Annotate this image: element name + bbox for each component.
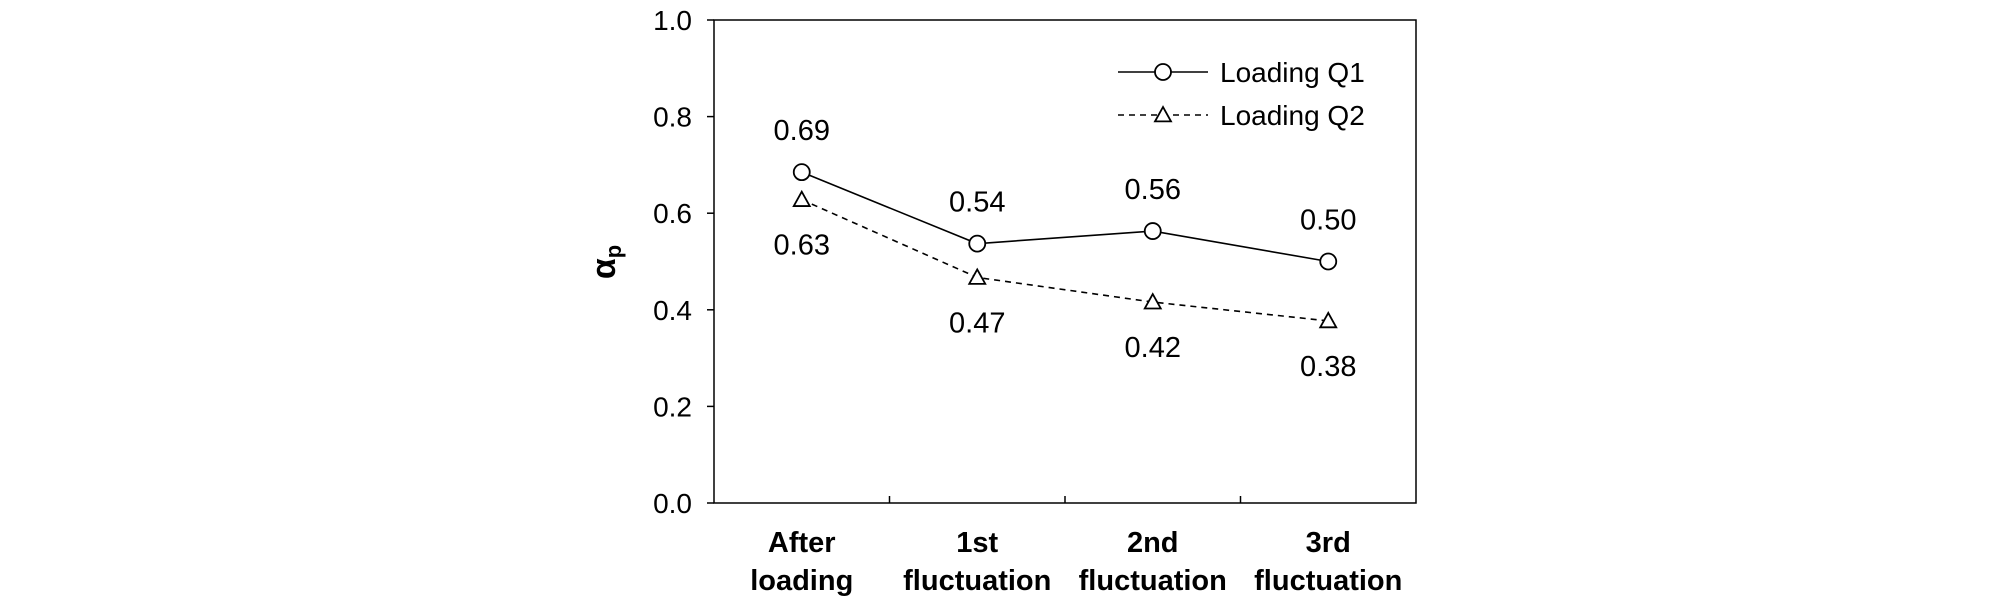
data-label: 0.42 — [1125, 332, 1181, 364]
y-axis-label: αp — [585, 245, 626, 279]
x-category-label: After loading — [750, 527, 853, 597]
y-tick-label: 1.0 — [653, 5, 692, 36]
y-tick-label: 0.8 — [653, 102, 692, 133]
legend-label: Loading Q1 — [1220, 57, 1365, 88]
x-category-label: 3rd fluctuation — [1254, 527, 1402, 597]
data-point — [1319, 252, 1338, 271]
legend-item: Loading Q1 — [1118, 57, 1365, 88]
y-tick-label: 0.0 — [653, 488, 692, 519]
data-point — [792, 163, 811, 182]
data-label: 0.69 — [774, 115, 830, 147]
data-label: 0.56 — [1125, 174, 1181, 206]
data-label: 0.47 — [949, 307, 1005, 339]
y-axis-label-text: αp — [585, 245, 626, 279]
x-category-label: 2nd fluctuation — [1079, 527, 1227, 597]
legend: Loading Q1 Loading Q2 — [1118, 57, 1365, 131]
data-label: 0.63 — [774, 230, 830, 262]
data-label: 0.38 — [1300, 351, 1356, 383]
data-label: 0.50 — [1300, 205, 1356, 237]
data-point — [1143, 292, 1163, 310]
y-axis-ticks: 0.0 0.2 0.4 0.6 0.8 1.0 — [653, 5, 714, 519]
y-tick-label: 0.2 — [653, 391, 692, 422]
data-point — [968, 234, 987, 253]
series-layer: 0.69 0.54 0.56 0.50 0.63 0.47 0.42 0.38 — [774, 115, 1357, 383]
data-point — [967, 267, 987, 285]
data-point — [1143, 222, 1162, 240]
y-tick-label: 0.6 — [653, 198, 692, 229]
y-tick-label: 0.4 — [653, 295, 692, 326]
legend-marker — [1154, 63, 1172, 81]
series-loading-q2: 0.63 0.47 0.42 0.38 — [774, 189, 1356, 383]
series-loading-q1: 0.69 0.54 0.56 0.50 — [774, 115, 1356, 271]
data-point — [1318, 311, 1338, 329]
series-line — [801, 171, 1329, 263]
series-line — [801, 198, 1329, 322]
legend-item: Loading Q2 — [1118, 100, 1365, 131]
legend-label: Loading Q2 — [1220, 100, 1365, 131]
x-category-label: 1st fluctuation — [903, 527, 1051, 597]
x-axis-ticks: After loading 1st fluctuation 2nd fluctuation… — [750, 496, 1402, 597]
data-label: 0.54 — [949, 187, 1005, 219]
data-point — [792, 189, 812, 207]
legend-marker — [1153, 105, 1173, 123]
